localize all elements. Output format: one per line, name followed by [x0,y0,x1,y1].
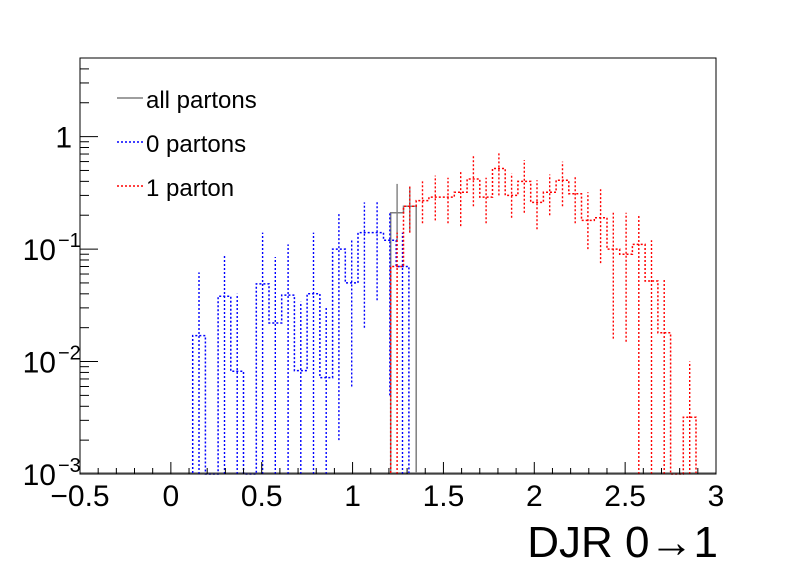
y-tick-exponent: −2 [58,343,81,365]
x-axis-title: DJR 0→1 [527,518,718,567]
plot-area [80,152,716,475]
y-tick-label: 10 [23,347,56,380]
y-tick-exponent: −3 [58,455,81,477]
axes: −0.5 0 0.5 1 1.5 2 2.5 310 −310 −210 −11 [23,57,725,513]
y-tick-label: 10 [23,234,56,267]
x-tick-label: 2 [526,480,543,513]
x-tick-label: 3 [708,480,725,513]
x-tick-label: −0.5 [50,480,109,513]
y-tick-label: 1 [55,122,72,155]
histogram-outline [389,167,697,475]
legend-label: 1 parton [146,175,234,202]
x-tick-label: 1 [344,480,361,513]
x-tick-label: 1.5 [423,480,465,513]
histogram-outline [191,231,410,475]
x-tick-label: 2.5 [604,480,646,513]
x-tick-label: 0.5 [241,480,283,513]
legend-label: all partons [146,87,257,114]
y-tick-label: 10 [23,459,56,492]
y-tick-exponent: −1 [58,230,81,252]
x-tick-label: 0 [163,480,180,513]
legend: all partons 0 partons 1 parton [117,87,257,202]
series-1-parton [389,152,697,475]
legend-label: 0 partons [146,131,246,158]
series-0-partons [191,200,410,475]
